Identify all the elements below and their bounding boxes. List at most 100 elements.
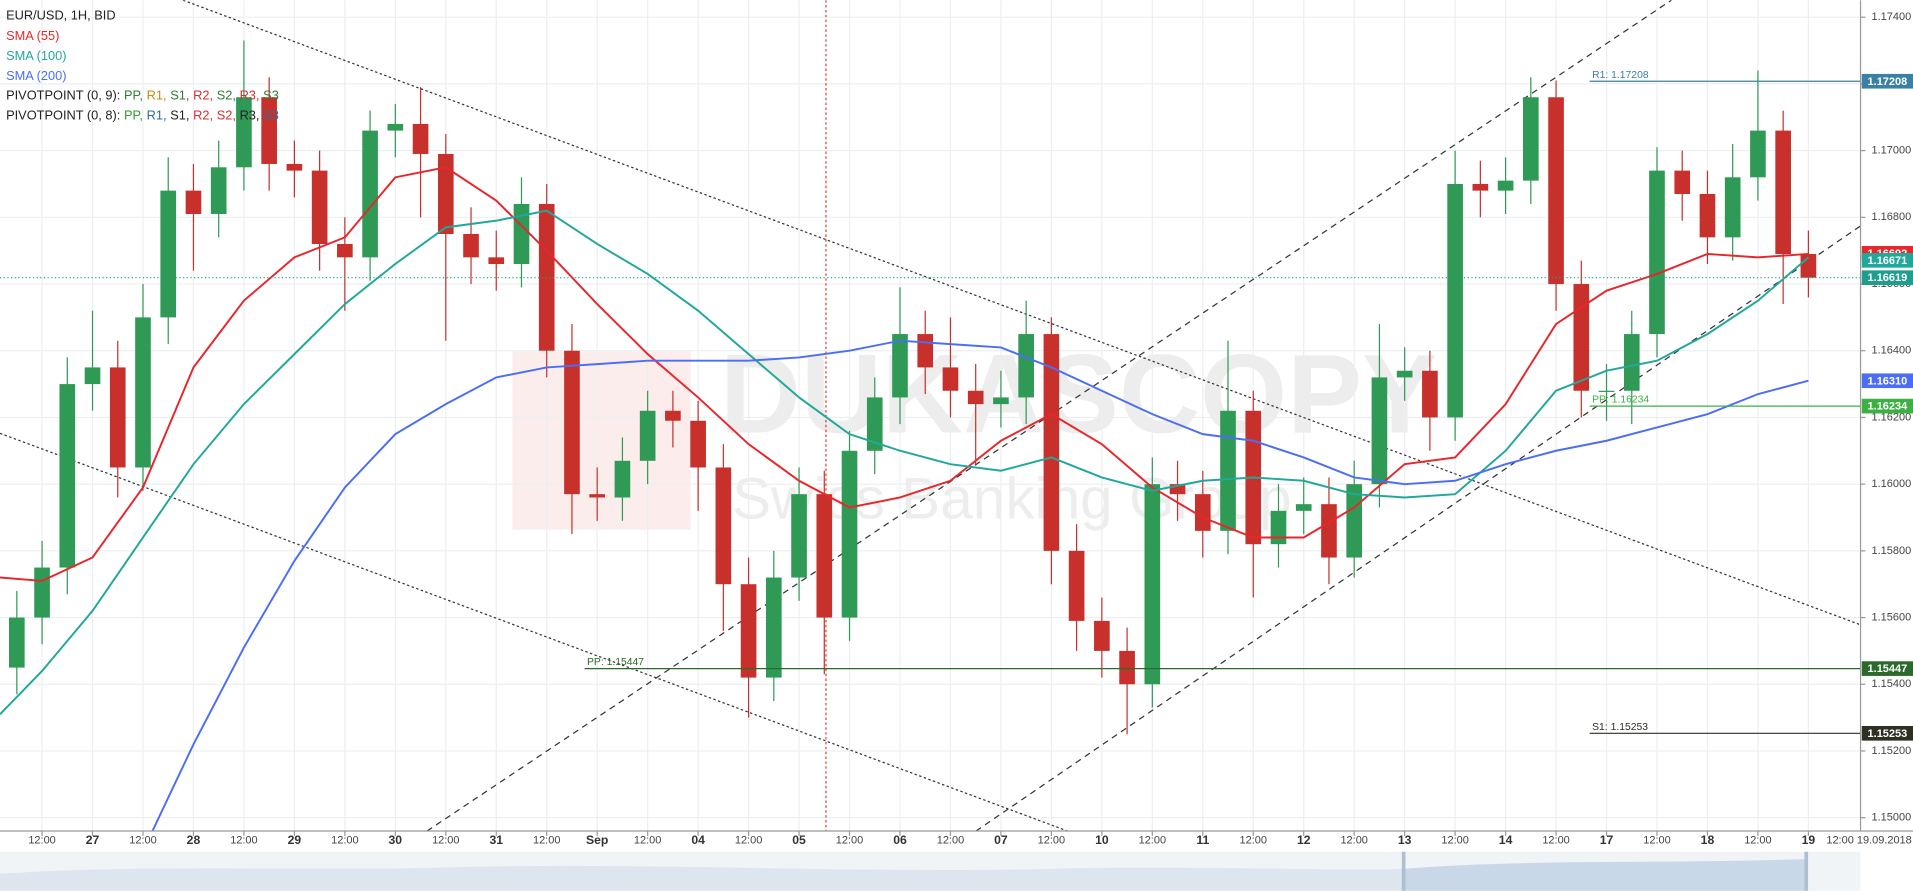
navigator-area <box>0 865 1404 891</box>
candle-body <box>437 153 454 234</box>
candle-body <box>1699 193 1716 238</box>
candle-body <box>1497 180 1514 191</box>
y-tick-label: 1.17000 <box>1872 145 1912 157</box>
pivot-label: PP: 1.16234 <box>1592 395 1649 406</box>
candle-body <box>1295 504 1312 511</box>
sma-badge-label: 1.16671 <box>1868 255 1908 267</box>
pivot-badge <box>1861 398 1913 414</box>
candle-body <box>1523 97 1539 181</box>
candle-body <box>1472 183 1489 191</box>
legend-part: S2, <box>217 88 236 103</box>
current-price-badge <box>1861 270 1913 286</box>
trend-line <box>975 225 1861 832</box>
x-tick-label: 13 <box>1398 833 1412 847</box>
candle-body <box>513 203 530 265</box>
pivot-badge <box>1861 725 1913 741</box>
sma-badge <box>1861 253 1913 268</box>
candle-body <box>337 244 353 258</box>
candle-body <box>766 577 782 678</box>
candle-body <box>1573 284 1590 391</box>
y-tick-label: 1.16200 <box>1872 411 1912 423</box>
candle-body <box>261 97 277 164</box>
x-tick-label: 12:00 <box>230 835 257 847</box>
current-price-badge-label: 1.16619 <box>1868 272 1908 284</box>
candle-body <box>993 397 1009 405</box>
candle-body <box>59 384 76 568</box>
navigator-handle[interactable] <box>1804 851 1809 891</box>
candle-body <box>1548 97 1564 285</box>
y-tick-label: 1.15800 <box>1872 545 1912 557</box>
sma-line <box>0 209 1810 715</box>
x-tick-label: 12:00 <box>331 835 358 847</box>
x-tick-label: 12:00 <box>1340 835 1367 847</box>
candle-body <box>1674 170 1691 194</box>
candle-body <box>942 367 959 391</box>
candle-body <box>1144 484 1161 685</box>
pivot-label: S1: 1.15253 <box>1592 722 1648 733</box>
candle-body <box>412 123 429 154</box>
pivot-badge-label: 1.15447 <box>1868 663 1908 675</box>
candle-body <box>1396 370 1413 378</box>
legend-part: R2, <box>193 108 213 123</box>
candle-body <box>715 467 732 585</box>
navigator-selection <box>1403 859 1806 891</box>
legend-part: S2, <box>217 108 236 123</box>
y-tick-label: 1.15400 <box>1872 678 1912 690</box>
candle-body <box>538 203 555 351</box>
candle-body <box>185 190 202 214</box>
x-tick-label: 12:00 <box>836 835 863 847</box>
candle-body <box>841 450 858 618</box>
legend-part: S1, <box>170 88 189 103</box>
x-tick-label: 11 <box>1196 833 1209 847</box>
candle-body <box>8 617 25 668</box>
candle-body <box>791 494 807 578</box>
x-tick-label: 12:00 <box>129 835 156 847</box>
candle-body <box>740 584 757 678</box>
candle-body <box>1750 130 1766 178</box>
x-tick-label: 12:00 <box>432 835 459 847</box>
candle-body <box>1094 620 1110 651</box>
candle-body <box>1194 494 1211 531</box>
x-tick-label: 12 <box>1297 833 1311 847</box>
candle-body <box>1447 183 1463 418</box>
legend-label: PIVOTPOINT (0, 8): <box>6 108 120 123</box>
legend-part: S3 <box>263 108 279 123</box>
y-tick-label: 1.16800 <box>1872 211 1912 223</box>
candle-body <box>816 494 833 618</box>
candle-body <box>236 97 252 168</box>
x-tick-label: 04 <box>691 833 705 847</box>
candle-body <box>387 123 404 131</box>
legend-part: S3 <box>263 88 279 103</box>
candle-body <box>160 190 177 318</box>
sma-line <box>0 166 1809 582</box>
candle-body <box>1220 410 1236 531</box>
x-tick-label: 12:00 <box>735 835 762 847</box>
x-tick-label: 31 <box>489 833 503 847</box>
candle-body <box>1724 177 1741 238</box>
legend-part: S1, <box>170 108 189 123</box>
navigator-handle[interactable] <box>1401 851 1406 891</box>
sma-line <box>151 339 1809 832</box>
pivot-badge-label: 1.16234 <box>1868 401 1909 413</box>
y-tick-label: 1.15000 <box>1872 812 1912 824</box>
pivot-label: PP: 1.15447 <box>587 657 644 668</box>
candle-body <box>564 350 580 495</box>
trend-line <box>182 0 1861 626</box>
candle-body <box>1119 650 1135 685</box>
x-tick-label: 12:00 <box>1139 835 1166 847</box>
x-tick-label: 10 <box>1095 833 1109 847</box>
watermark-logo <box>512 351 691 530</box>
y-tick-label: 1.16000 <box>1872 478 1912 490</box>
candle-body <box>1321 504 1337 558</box>
candle-body <box>665 410 681 421</box>
candle-body <box>1422 370 1438 418</box>
legend-entry: SMA (55) <box>6 28 59 43</box>
legend-part: R3, <box>240 88 260 103</box>
x-tick-label: 12:00 <box>533 835 560 847</box>
x-tick-label: Sep <box>586 833 608 847</box>
legend-part: PP, <box>124 88 143 103</box>
candle-body <box>1169 484 1186 495</box>
legend-part: R3, <box>240 108 260 123</box>
navigator <box>0 851 1861 891</box>
candle-body <box>589 494 606 498</box>
